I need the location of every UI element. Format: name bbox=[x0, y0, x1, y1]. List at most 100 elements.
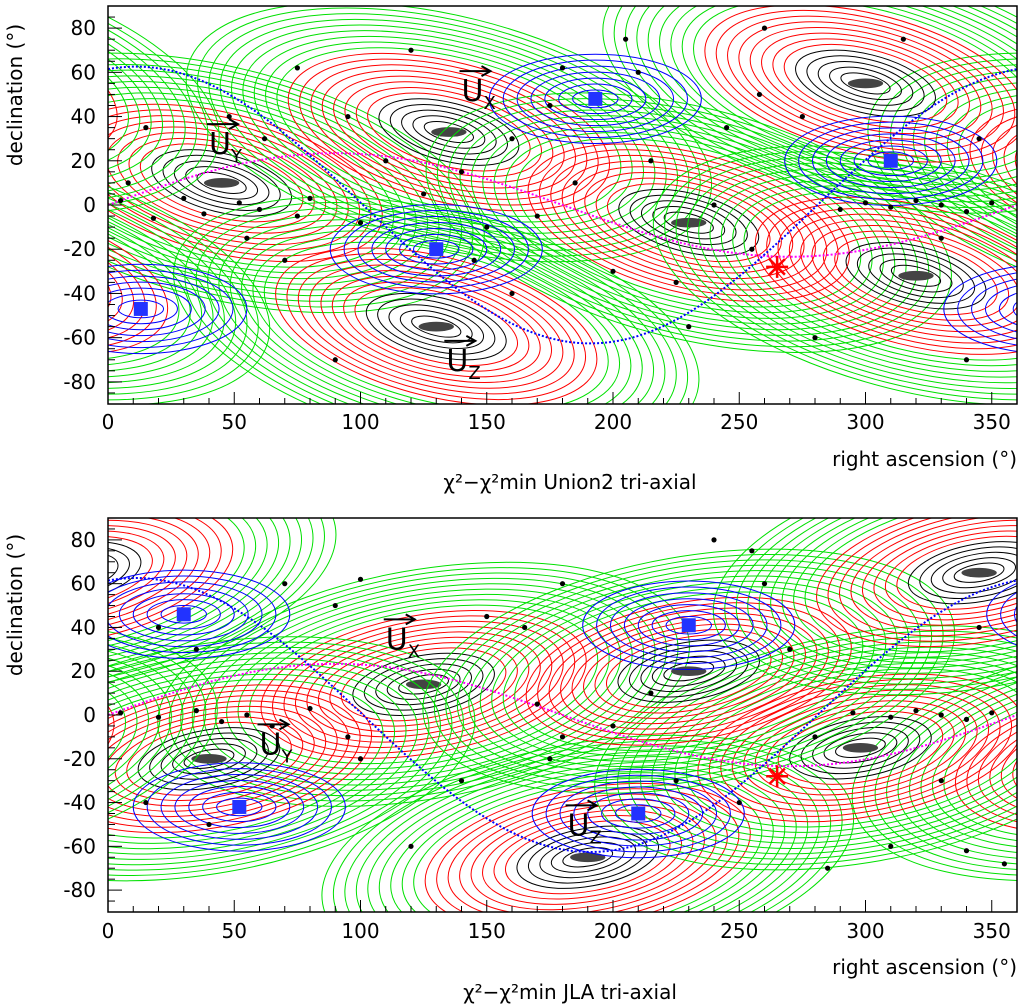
blue-contour-line bbox=[502, 59, 688, 139]
blue-minimum-marker bbox=[681, 618, 696, 633]
blue-contour-line bbox=[957, 272, 1017, 346]
contour-line bbox=[636, 6, 1017, 197]
contour-line bbox=[693, 6, 1017, 169]
contour-line bbox=[108, 518, 337, 696]
contour-line bbox=[108, 518, 234, 648]
contour-line bbox=[226, 593, 622, 775]
contour-line bbox=[698, 168, 1017, 384]
contour-line bbox=[720, 684, 1001, 812]
blue-contour-line bbox=[343, 210, 529, 289]
supernova-point bbox=[150, 215, 157, 221]
contour-line bbox=[283, 620, 564, 749]
blue-contour-line bbox=[146, 768, 332, 846]
blue-minimum-marker bbox=[133, 301, 148, 316]
contour-line bbox=[571, 618, 806, 725]
contour-line bbox=[365, 292, 507, 361]
x-tick-label: 200 bbox=[594, 919, 632, 943]
y-tick-label: 0 bbox=[83, 703, 96, 727]
supernova-point bbox=[458, 169, 465, 175]
contour-line bbox=[108, 684, 373, 834]
contour-line bbox=[479, 575, 898, 768]
blue-contour-line bbox=[998, 292, 1017, 326]
supernova-point bbox=[155, 624, 162, 631]
contour-line bbox=[108, 190, 180, 361]
contour-line bbox=[108, 145, 271, 404]
supernova-point bbox=[226, 113, 232, 120]
supernova-point bbox=[572, 180, 578, 186]
chi2-minimum-marker bbox=[898, 270, 934, 281]
blue-contour-line bbox=[357, 215, 516, 283]
contour-line bbox=[867, 52, 1017, 314]
contour-line bbox=[108, 202, 157, 350]
y-tick-label: 80 bbox=[71, 528, 96, 552]
contour-line bbox=[367, 756, 809, 912]
contour-line bbox=[108, 525, 176, 621]
contour-line bbox=[896, 535, 1017, 610]
blue-contour-line bbox=[609, 592, 768, 659]
blue-contour-line bbox=[202, 791, 277, 823]
contour-line bbox=[184, 202, 689, 404]
contour-line bbox=[317, 636, 530, 732]
supernova-point bbox=[143, 125, 149, 131]
chi2-minimum-marker bbox=[961, 567, 997, 578]
y-tick-label: 20 bbox=[71, 149, 96, 173]
supernova-point bbox=[193, 708, 199, 714]
contour-line bbox=[456, 564, 921, 778]
contour-line bbox=[817, 61, 914, 106]
blue-contour-line bbox=[108, 287, 192, 331]
supernova-point bbox=[623, 36, 629, 42]
x-axis-ticks: 0 50 100 150 200 250 300 350 bbox=[102, 392, 1018, 434]
supernova-point bbox=[357, 576, 364, 582]
supernova-point bbox=[610, 268, 616, 274]
supernova-point bbox=[635, 69, 641, 75]
contour-line bbox=[108, 168, 225, 384]
blue-contour-line bbox=[798, 121, 984, 200]
red-star-marker bbox=[766, 255, 789, 278]
contour-line bbox=[218, 219, 655, 404]
contour-line bbox=[754, 700, 967, 796]
contour-line bbox=[390, 766, 786, 912]
contour-line bbox=[890, 264, 942, 287]
contour-line bbox=[525, 596, 852, 746]
contour-line bbox=[260, 609, 587, 759]
supernova-point bbox=[294, 213, 300, 219]
contour-line bbox=[953, 562, 1005, 583]
markers bbox=[766, 255, 789, 278]
contour-line bbox=[423, 120, 474, 144]
supernova-points bbox=[118, 537, 1007, 871]
contour-line bbox=[126, 721, 292, 796]
contour-line bbox=[231, 24, 667, 240]
contour-line bbox=[108, 636, 476, 882]
contour-line bbox=[493, 126, 884, 319]
contour-line bbox=[0, 215, 109, 337]
supernova-point bbox=[749, 548, 755, 554]
contour-line bbox=[0, 686, 64, 810]
x-tick-label: 300 bbox=[846, 410, 884, 434]
contour-line bbox=[0, 246, 59, 306]
contour-line bbox=[732, 185, 1017, 367]
y-axis-ticks: -80 -60 -40 -20 0 20 40 60 80 bbox=[63, 517, 122, 913]
chi2-minimum-marker bbox=[847, 78, 884, 89]
contour-line bbox=[514, 591, 864, 751]
contour-line bbox=[1012, 711, 1017, 807]
blue-contour-line bbox=[839, 139, 942, 183]
contour-line bbox=[886, 652, 1017, 866]
contour-line bbox=[1014, 126, 1017, 240]
y-axis-label: declination (°) bbox=[3, 534, 27, 676]
contour-line bbox=[795, 49, 936, 118]
contour-line bbox=[185, 166, 259, 200]
contour-regions bbox=[0, 518, 1017, 912]
contour-line bbox=[816, 518, 1017, 648]
contour-line bbox=[969, 103, 1017, 263]
contour-line bbox=[378, 98, 520, 166]
blue-contour-line bbox=[108, 569, 291, 660]
contour-line bbox=[708, 678, 1013, 817]
contour-line bbox=[108, 518, 268, 664]
contour-line bbox=[724, 518, 1017, 690]
contour-line bbox=[980, 109, 1017, 257]
blue-contour-line bbox=[587, 792, 690, 835]
blue-contour-line bbox=[637, 604, 740, 647]
contour-line bbox=[173, 160, 270, 206]
contour-line bbox=[0, 261, 34, 290]
